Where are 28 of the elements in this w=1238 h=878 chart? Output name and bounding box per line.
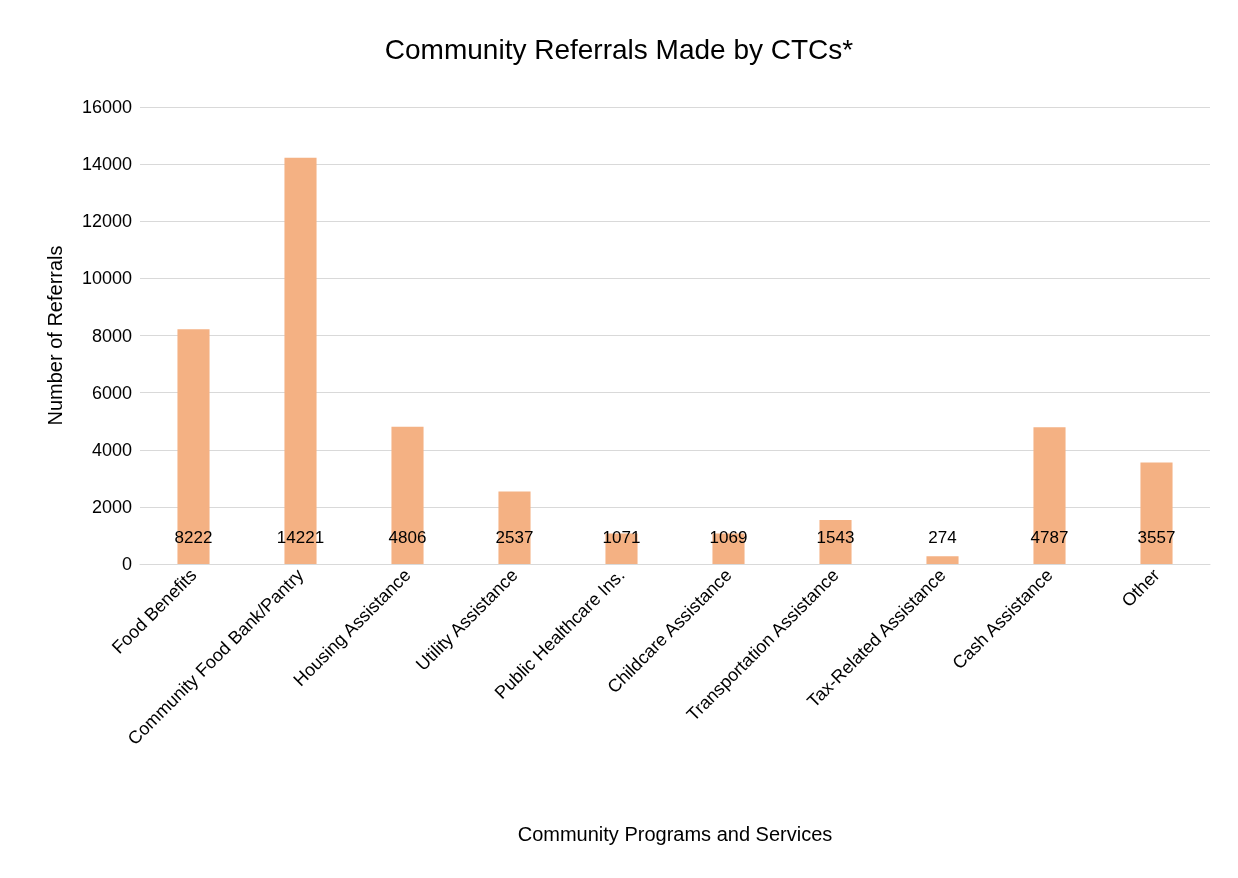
y-tick-label: 2000 [91,496,132,517]
bar [177,329,210,564]
data-label: 1071 [602,528,641,547]
bar [926,556,959,564]
data-label: 2537 [495,528,534,547]
data-label: 8222 [174,528,213,547]
y-tick-label: 4000 [91,439,132,460]
data-label: 3557 [1137,528,1176,547]
y-tick-label: 6000 [91,382,132,403]
y-tick-label: 0 [121,554,132,574]
x-axis-title: Community Programs and Services [517,823,833,845]
data-label: 1543 [816,528,855,547]
bar [391,426,424,564]
y-tick-label: 12000 [81,211,132,232]
y-tick-label: 16000 [81,97,132,117]
y-axis-title: Number of Referrals [44,245,66,426]
data-label: 1069 [709,528,748,547]
bar [498,491,531,564]
data-label: 14221 [276,528,325,547]
bar [1140,462,1173,564]
bar [1033,427,1066,564]
data-label: 4787 [1030,528,1069,547]
data-label: 4806 [388,528,427,547]
y-tick-label: 8000 [91,325,132,346]
chart-title: Community Referrals Made by CTCs* [384,33,854,65]
y-tick-label: 14000 [81,154,132,175]
y-tick-label: 10000 [81,268,132,289]
data-label: 274 [928,528,957,547]
